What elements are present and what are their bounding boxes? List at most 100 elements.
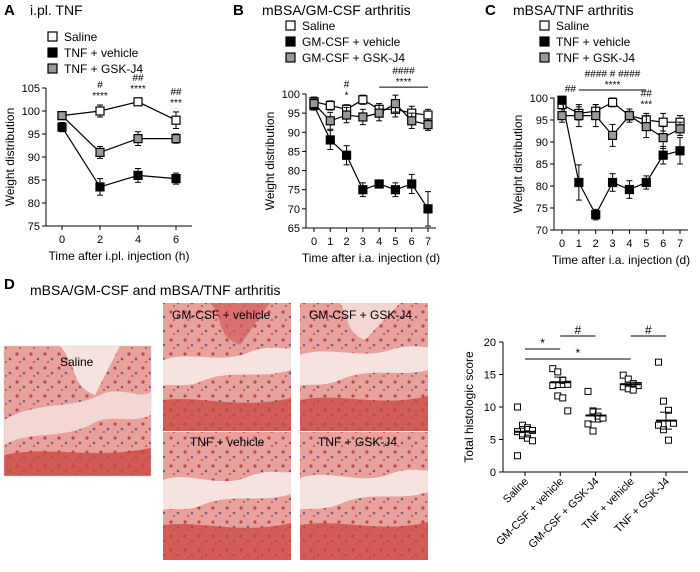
legend-marker [539, 20, 550, 31]
data-point [325, 100, 335, 111]
y-tick-label: 95 [28, 129, 40, 141]
legend-marker [47, 63, 58, 74]
x-tick-label: 5 [392, 236, 398, 248]
data-point [641, 121, 651, 132]
data-point [171, 115, 181, 125]
x-axis-label: Time after i.a. injection (d) [302, 251, 440, 265]
data-point [171, 174, 181, 184]
data-point [390, 98, 401, 109]
data-point [574, 177, 584, 188]
data-point [133, 97, 143, 107]
y-tick-label: 80 [288, 166, 300, 178]
data-point [358, 185, 368, 195]
data-point [390, 185, 401, 195]
y-tick-label: 100 [530, 93, 548, 105]
y-tick-label: 80 [536, 181, 548, 193]
legend-label: TNF + vehicle [64, 46, 139, 60]
legend-label: TNF + GSK-J4 [556, 51, 635, 65]
data-point [658, 150, 668, 160]
score-point [559, 394, 567, 402]
significance-label: # [97, 80, 103, 91]
y-tick-label: 90 [288, 127, 300, 139]
y-tick-label: 75 [28, 221, 40, 233]
significance-label: ## [565, 84, 577, 95]
significance-label: *** [170, 98, 182, 109]
micrograph-label-tnf-vehicle: TNF + vehicle [190, 435, 265, 449]
significance-label: * [540, 336, 545, 350]
panel-title-c: mBSA/TNF arthritis [513, 2, 634, 18]
chart-a: 75 80 85 90 95 100 105 0 2 4 6 Time after i.pl. inj… [3, 30, 192, 263]
x-tick-label: 6 [660, 238, 666, 250]
x-tick-label: 4 [626, 238, 632, 250]
score-point [514, 452, 521, 460]
data-point [133, 170, 143, 180]
score-point [529, 437, 536, 445]
x-tick-label: 2 [344, 236, 350, 248]
data-point [423, 120, 433, 130]
significance-label: #### # #### [585, 69, 641, 80]
legend-marker [285, 36, 296, 47]
score-point [629, 386, 637, 394]
micrograph-label-gmcsf-vehicle: GM-CSF + vehicle [172, 308, 271, 322]
y-tick-label: 100 [282, 89, 300, 101]
x-tick-label: 4 [135, 234, 141, 246]
legend-marker [285, 52, 296, 63]
score-point [584, 420, 592, 428]
panel-letter-c: C [485, 2, 496, 19]
data-point [607, 130, 618, 140]
y-tick-label: 15 [484, 370, 496, 382]
x-tick-label: 0 [559, 238, 565, 250]
micrograph-label-gmcsf-gskj4: GM-CSF + GSK-J4 [309, 308, 412, 322]
significance-label: ## [641, 88, 653, 99]
y-tick-label: 100 [22, 106, 40, 118]
significance-label: **** [396, 77, 412, 88]
x-tick-label: 3 [610, 238, 616, 250]
data-point [358, 112, 368, 122]
chart-b: 65 70 75 80 85 90 95 100 0 1 2 3 4 5 6 7 Time after i.a.… [263, 19, 440, 265]
x-axis-label: Time after i.a. injection (d) [552, 253, 690, 267]
x-axis-label: Time after i.pl. injection (h) [49, 249, 190, 263]
y-tick-label: 85 [536, 159, 548, 171]
significance-label: # [645, 323, 652, 337]
panel-letter-a: A [4, 2, 15, 19]
data-point [423, 204, 433, 214]
data-point [57, 110, 67, 121]
y-tick-label: 0 [490, 467, 496, 479]
score-point [564, 380, 572, 388]
data-point [171, 134, 181, 144]
y-axis-label: Weight distribution [511, 115, 525, 214]
y-tick-label: 70 [288, 204, 300, 216]
score-point [619, 371, 627, 379]
data-point [641, 177, 651, 188]
data-point [423, 110, 433, 120]
legend-label: Saline [64, 30, 98, 44]
data-point [374, 108, 384, 118]
score-point [665, 406, 672, 414]
data-point [95, 147, 105, 157]
chart-c: 70 75 80 85 90 95 100 0 1 2 3 4 5 6 7 Time after i.a. i… [511, 19, 690, 267]
data-point [574, 110, 584, 121]
y-axis-label: Weight distribution [3, 108, 17, 207]
panel-title-a: i.pl. TNF [30, 2, 83, 18]
chart-d-histology-scores: 0 5 10 15 20 Total histologic score SalineGM-C… [462, 323, 688, 551]
y-tick-label: 95 [536, 115, 548, 127]
data-point [325, 116, 335, 126]
x-tick-label: 6 [409, 236, 415, 248]
significance-label: #### [392, 66, 415, 77]
score-point [660, 426, 667, 434]
data-point [95, 106, 105, 116]
y-tick-label: 85 [288, 146, 300, 158]
significance-label: **** [605, 80, 621, 91]
data-point [325, 135, 335, 145]
data-point [95, 182, 105, 192]
micrograph-tnf-vehicle [163, 432, 291, 560]
x-tick-label: 6 [173, 234, 179, 246]
x-tick-label: Saline [501, 476, 531, 506]
legend-label: TNF + vehicle [556, 35, 631, 49]
x-tick-label: 1 [327, 236, 333, 248]
data-point [658, 117, 668, 127]
y-tick-label: 70 [536, 225, 548, 237]
y-tick-label: 95 [288, 108, 300, 120]
score-point [665, 436, 672, 444]
data-point [591, 110, 601, 121]
